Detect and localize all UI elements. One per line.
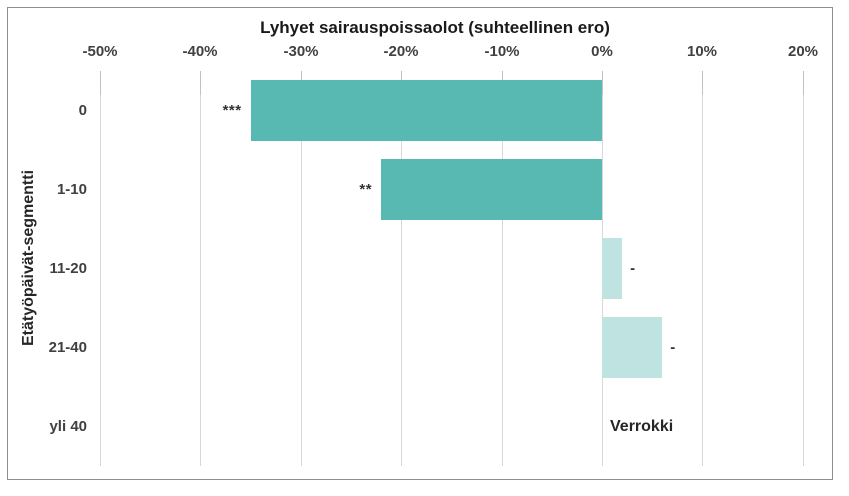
gridline <box>200 71 201 466</box>
gridline <box>301 71 302 466</box>
bar <box>381 159 602 220</box>
reference-label: Verrokki <box>610 417 674 435</box>
bar-annotation: *** <box>222 101 242 119</box>
bar-annotation: ** <box>359 180 373 198</box>
gridline <box>803 71 804 466</box>
bar-annotation: - <box>630 259 636 277</box>
x-tick-label: -30% <box>283 43 319 60</box>
x-tick-label: 10% <box>686 43 718 60</box>
x-tick-label: 20% <box>787 43 819 60</box>
category-label: 21-40 <box>48 338 87 356</box>
gridline <box>502 71 503 466</box>
x-tick-label: 0% <box>591 43 613 60</box>
x-tick-label: -50% <box>82 43 118 60</box>
category-label: 0 <box>78 101 87 119</box>
axis-tick <box>803 71 804 95</box>
bar <box>602 238 623 299</box>
x-tick-label: -40% <box>182 43 218 60</box>
x-tick-label: -10% <box>484 43 520 60</box>
gridline <box>702 71 703 466</box>
gridline <box>100 71 101 466</box>
x-tick-label: -20% <box>383 43 419 60</box>
bar-annotation: - <box>670 338 676 356</box>
axis-tick <box>100 71 101 95</box>
category-label: 11-20 <box>49 259 87 277</box>
bar <box>250 80 602 141</box>
axis-tick <box>702 71 703 95</box>
gridline <box>401 71 402 466</box>
axis-tick <box>200 71 201 95</box>
axis-tick <box>602 71 603 95</box>
category-label: 1-10 <box>56 180 87 198</box>
category-label: yli 40 <box>49 417 87 435</box>
bar <box>602 317 663 378</box>
chart-title: Lyhyet sairauspoissaolot (suhteellinen e… <box>260 18 610 37</box>
